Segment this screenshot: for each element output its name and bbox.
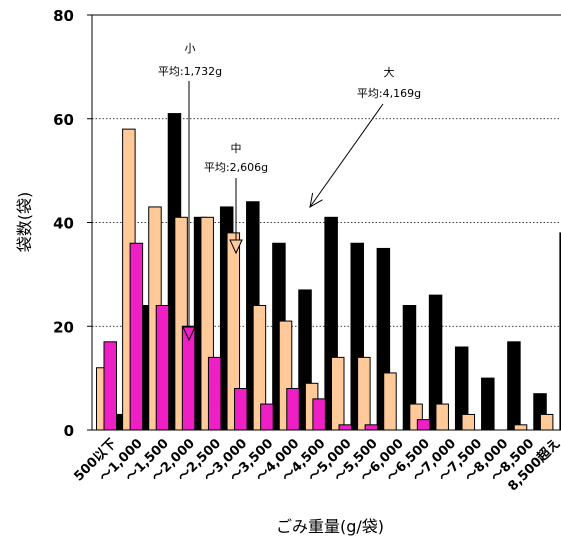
y-tick-label: 80 bbox=[53, 7, 74, 25]
bar bbox=[129, 242, 144, 431]
bar bbox=[364, 424, 379, 431]
annotation-arrowhead bbox=[229, 239, 243, 255]
y-axis-title: 袋数(袋) bbox=[15, 192, 34, 253]
y-tick-label: 40 bbox=[53, 215, 74, 233]
bar bbox=[207, 356, 222, 431]
annotation-average: 平均:2,606g bbox=[204, 161, 268, 174]
bars bbox=[96, 113, 561, 431]
bar bbox=[481, 377, 495, 431]
annotation-series-label: 大 bbox=[384, 65, 395, 79]
y-tick-labels: 0 20 40 60 80 bbox=[53, 7, 92, 440]
bar bbox=[539, 413, 554, 431]
annotation-arrowhead bbox=[182, 326, 196, 342]
bar bbox=[234, 388, 248, 431]
bar bbox=[338, 424, 352, 431]
y-tick-label: 0 bbox=[64, 422, 74, 440]
bar bbox=[416, 419, 431, 431]
bar bbox=[559, 232, 561, 431]
annotation-arrow-line bbox=[309, 103, 384, 208]
bar bbox=[383, 372, 397, 431]
bar bbox=[461, 413, 476, 431]
bar bbox=[155, 305, 170, 431]
x-tick-labels: 500以下～1,000～1,500～2,000～2,500～3,000～3,50… bbox=[71, 436, 561, 495]
bar bbox=[103, 341, 117, 431]
bar bbox=[286, 388, 300, 431]
annotation-average: 平均:1,732g bbox=[158, 65, 222, 78]
annotation-average: 平均:4,169g bbox=[357, 87, 421, 100]
bar bbox=[357, 356, 371, 431]
bar bbox=[513, 424, 528, 431]
bar bbox=[312, 398, 326, 431]
bar bbox=[331, 356, 345, 431]
annotation-arrowhead bbox=[309, 192, 323, 208]
y-tick-label: 60 bbox=[53, 111, 74, 129]
annotation-series-label: 小 bbox=[185, 42, 196, 55]
bar bbox=[435, 403, 449, 431]
bar bbox=[507, 341, 521, 431]
bar bbox=[181, 325, 196, 431]
x-axis-title: ごみ重量(g/袋) bbox=[276, 517, 384, 536]
y-tick-label: 20 bbox=[53, 318, 74, 336]
annotations: 小平均:1,732g 中平均:2,606g 大平均:4,169g bbox=[158, 42, 421, 342]
bar bbox=[260, 403, 274, 431]
annotation-series-label: 中 bbox=[231, 142, 242, 155]
